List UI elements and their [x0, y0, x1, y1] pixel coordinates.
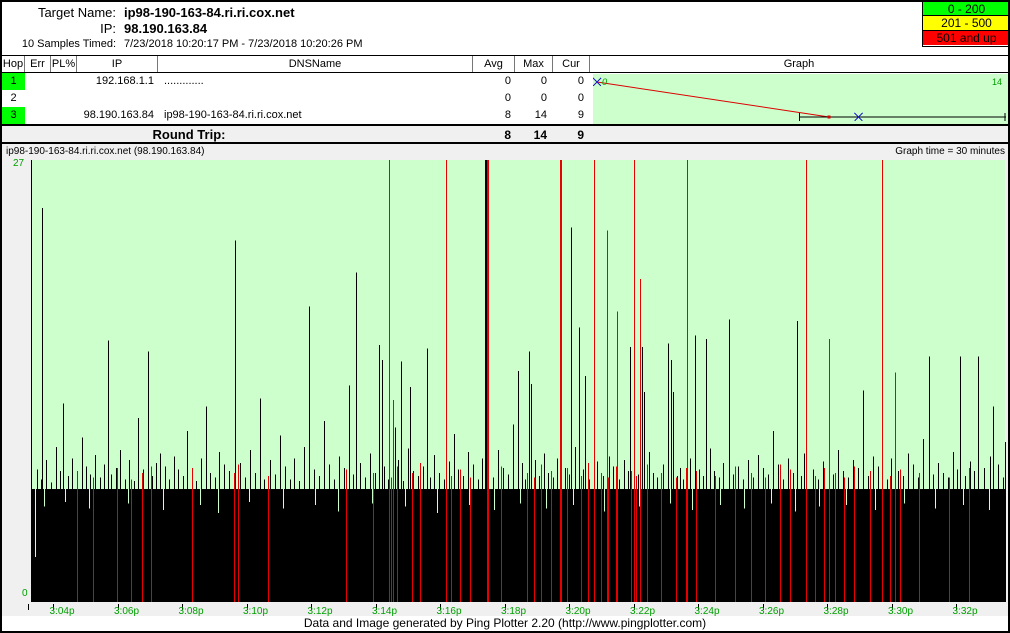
y-axis-max-label: 27: [13, 158, 25, 169]
hop-number: 2: [10, 92, 17, 104]
round-trip-row: Round Trip: 8 14 9: [2, 124, 1008, 144]
hop-cur: 0: [577, 75, 584, 87]
x-tick-label: 3:32p: [952, 606, 978, 617]
samples-timed-label: 10 Samples Timed:: [21, 38, 116, 50]
x-tick: [440, 604, 441, 610]
graph-target-title: ip98-190-163-84.ri.ri.cox.net (98.190.16…: [6, 146, 205, 157]
target-name-label: Target Name:: [37, 5, 116, 20]
x-tick: [569, 604, 570, 610]
x-tick-label: 3:30p: [887, 606, 914, 617]
col-dns: DNSName: [158, 56, 473, 72]
graph-time-span-label: Graph time = 30 minutes: [895, 146, 1005, 157]
x-tick-label: 3:10p: [242, 606, 269, 617]
ip-row: IP: 98.190.163.84: [2, 21, 702, 36]
hop-avg: 0: [504, 92, 511, 104]
x-tick: [956, 604, 957, 610]
table-row-2[interactable]: 3 98.190.163.84 ip98-190-163-84.ri.ri.co…: [2, 107, 1008, 124]
mini-graph-svg: 0 14: [592, 77, 1006, 122]
x-tick: [633, 604, 635, 610]
col-max: Max: [515, 56, 553, 72]
target-name-row: Target Name: ip98-190-163-84.ri.ri.cox.n…: [2, 5, 702, 20]
hop-dns: .............: [164, 75, 204, 87]
x-tick: [117, 604, 119, 610]
x-tick-label: 3:12p: [307, 606, 333, 617]
x-tick: [246, 604, 248, 610]
x-tick: [504, 604, 506, 610]
x-tick-label: 3:18p: [500, 606, 527, 617]
hop-cur: 9: [577, 109, 584, 121]
hop-dns: [164, 90, 464, 107]
x-tick-label: 3:04p: [49, 606, 75, 617]
table-row-1[interactable]: 2 0 0 0: [2, 90, 1008, 107]
hop-table-header: Hop Err PL% IP DNSName Avg Max Cur Graph: [2, 55, 1008, 73]
hop-number: 1: [2, 73, 25, 90]
hop-avg: 8: [504, 109, 511, 121]
latency-legend: 0 - 200 201 - 500 501 and up: [922, 2, 1008, 47]
hop-ip: [77, 90, 154, 107]
ip-value: 98.190.163.84: [124, 21, 208, 36]
round-trip-avg: 8: [504, 128, 511, 142]
hop-cur: 0: [577, 92, 584, 104]
x-tick-label: 3:08p: [178, 606, 204, 617]
x-tick-label: 3:06p: [113, 606, 140, 617]
hop-number: 3: [2, 107, 25, 124]
table-row-0[interactable]: 1 192.168.1.1 ............. 0 0 0: [2, 73, 1008, 90]
ip-label: IP:: [100, 21, 116, 36]
x-tick: [698, 604, 699, 610]
col-hop: Hop: [2, 56, 25, 72]
time-plot-svg: [32, 160, 1006, 603]
hop-max: 14: [534, 109, 547, 121]
x-tick-label: 3:20p: [565, 606, 591, 617]
y-axis-min-label: 0: [22, 588, 28, 599]
round-trip-cur: 9: [577, 128, 584, 142]
hop-dns: ip98-190-163-84.ri.ri.cox.net: [164, 109, 302, 121]
hop-max: 0: [540, 92, 547, 104]
samples-timed-row: 10 Samples Timed: 7/23/2018 10:20:17 PM …: [2, 38, 702, 50]
hop-latency-mini-graph[interactable]: 0 14: [592, 74, 1008, 125]
x-tick-label: 3:16p: [436, 606, 462, 617]
col-err: Err: [25, 56, 51, 72]
x-tick-label: 3:22p: [629, 606, 656, 617]
samples-timed-value: 7/23/2018 10:20:17 PM - 7/23/2018 10:20:…: [124, 38, 363, 50]
col-ip: IP: [77, 56, 158, 72]
col-pl: PL%: [51, 56, 77, 72]
col-graph: Graph: [783, 58, 815, 70]
hop-ip: 192.168.1.1: [95, 75, 154, 87]
origin-tick: [28, 604, 29, 610]
legend-mid-range: 201 - 500: [923, 16, 1008, 31]
x-tick: [827, 604, 828, 610]
x-tick: [182, 604, 183, 610]
x-tick: [311, 604, 312, 610]
legend-high-range: 501 and up: [923, 30, 1008, 45]
x-tick: [762, 604, 764, 610]
x-tick-label: 3:26p: [758, 606, 785, 617]
svg-text:14: 14: [992, 77, 1002, 87]
time-graph-panel: ip98-190-163-84.ri.ri.cox.net (98.190.16…: [2, 144, 1008, 617]
round-trip-label: Round Trip:: [152, 127, 226, 142]
col-avg: Avg: [473, 56, 515, 72]
target-name-value: ip98-190-163-84.ri.ri.cox.net: [124, 5, 295, 20]
x-tick-label: 3:28p: [823, 606, 849, 617]
x-tick: [53, 604, 54, 610]
x-tick: [375, 604, 377, 610]
round-trip-max: 14: [533, 128, 547, 142]
latency-time-plot[interactable]: [31, 160, 1006, 603]
hop-max: 0: [540, 75, 547, 87]
svg-text:0: 0: [602, 77, 607, 87]
footer-credit: Data and Image generated by Ping Plotter…: [2, 616, 1008, 631]
hop-ip: 98.190.163.84: [83, 109, 154, 121]
col-cur: Cur: [553, 56, 590, 72]
x-tick-label: 3:14p: [371, 606, 398, 617]
x-tick: [891, 604, 893, 610]
x-tick-label: 3:24p: [694, 606, 720, 617]
legend-low-range: 0 - 200: [923, 2, 1008, 17]
hop-avg: 0: [504, 75, 511, 87]
